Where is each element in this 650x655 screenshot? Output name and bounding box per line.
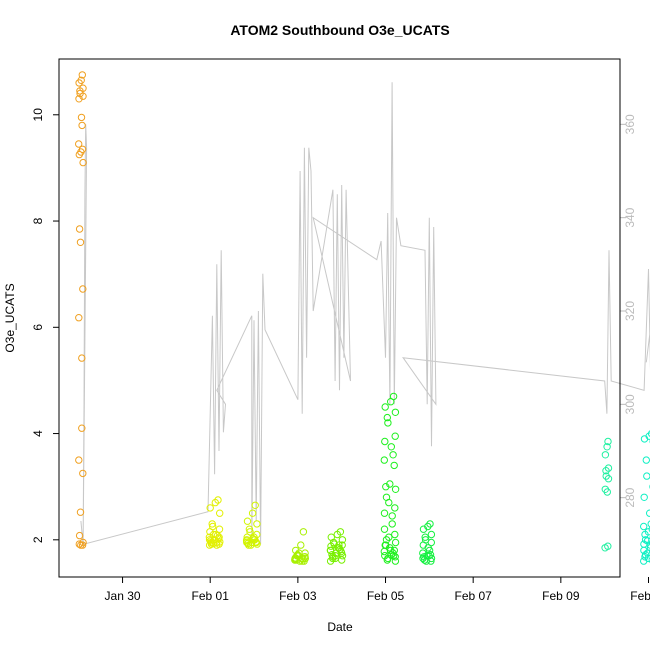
data-point <box>76 226 82 232</box>
data-point <box>382 404 388 410</box>
data-point <box>388 444 394 450</box>
data-point <box>76 457 82 463</box>
data-point <box>76 315 82 321</box>
data-point <box>392 531 398 537</box>
y2-tick-label: 320 <box>623 301 637 321</box>
chart-title: ATOM2 Southbound O3e_UCATS <box>230 22 449 38</box>
y-tick-label: 2 <box>31 536 45 543</box>
data-point <box>77 509 83 515</box>
y-tick-label: 10 <box>31 108 45 122</box>
data-point <box>78 114 84 120</box>
data-point <box>217 510 223 516</box>
series-group <box>327 529 346 565</box>
x-tick-label: Feb 07 <box>454 589 492 603</box>
y2-tick-label: 300 <box>623 394 637 414</box>
data-point <box>392 433 398 439</box>
y-tick-label: 4 <box>31 430 45 437</box>
data-point <box>254 521 260 527</box>
plot-frame <box>59 59 620 577</box>
data-point <box>392 505 398 511</box>
y2-tick-label: 340 <box>623 207 637 227</box>
series-group <box>602 438 612 551</box>
data-point <box>392 539 398 545</box>
data-point <box>298 542 304 548</box>
data-point <box>390 452 396 458</box>
x-tick-label: Feb 05 <box>367 589 405 603</box>
data-point <box>339 557 345 563</box>
data-point <box>327 547 333 553</box>
data-point <box>392 409 398 415</box>
y-axis-label: O3e_UCATS <box>3 283 17 352</box>
data-point <box>389 521 395 527</box>
data-point <box>252 502 258 508</box>
data-point <box>647 510 650 516</box>
series-group <box>381 393 399 564</box>
overlay-layer <box>81 82 650 544</box>
data-point <box>389 513 395 519</box>
data-point <box>391 462 397 468</box>
data-point <box>392 486 398 492</box>
data-point <box>602 452 608 458</box>
points-layer <box>76 72 650 565</box>
series-group <box>420 521 435 565</box>
data-point <box>300 529 306 535</box>
data-point <box>244 518 250 524</box>
data-point <box>80 470 86 476</box>
data-point <box>641 494 647 500</box>
data-point <box>77 239 83 245</box>
data-point <box>428 531 434 537</box>
overlay-line <box>81 82 650 544</box>
x-tick-label: Feb 11 <box>630 589 650 603</box>
y-tick-label: 8 <box>31 217 45 224</box>
x-axis-label: Date <box>327 620 353 634</box>
y2-tick-label: 360 <box>623 114 637 134</box>
data-point <box>644 473 650 479</box>
data-point <box>420 542 426 548</box>
data-point <box>381 526 387 532</box>
y-tick-label: 6 <box>31 324 45 331</box>
data-point <box>643 457 649 463</box>
y2-tick-label: 280 <box>623 487 637 507</box>
data-point <box>641 523 647 529</box>
x-tick-label: Feb 01 <box>192 589 230 603</box>
series-group <box>206 497 223 549</box>
data-point <box>386 499 392 505</box>
x-tick-label: Jan 30 <box>105 589 141 603</box>
x-tick-label: Feb 09 <box>542 589 580 603</box>
series-group <box>292 529 309 565</box>
data-point <box>79 122 85 128</box>
data-point <box>388 399 394 405</box>
data-point <box>381 510 387 516</box>
series-group <box>641 430 650 564</box>
data-point <box>382 438 388 444</box>
data-point <box>381 457 387 463</box>
x-tick-label: Feb 03 <box>279 589 317 603</box>
